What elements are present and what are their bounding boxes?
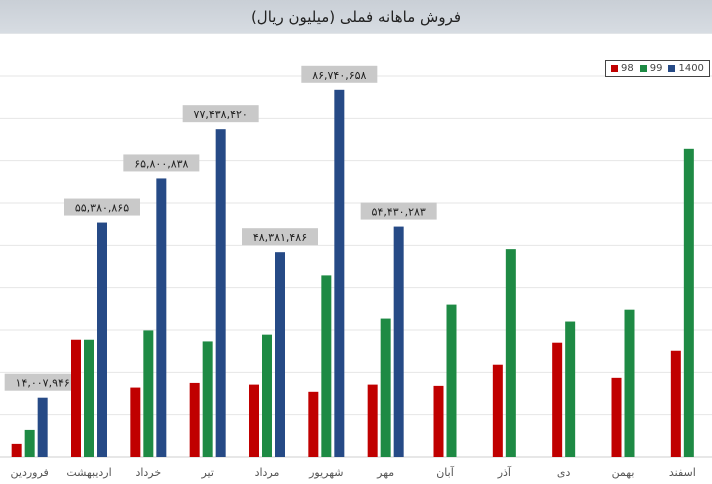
data-label-box: [301, 65, 378, 83]
data-label: ۵۵,۳۸۰,۸۶۵: [75, 202, 129, 215]
data-label: ۱۴,۰۰۷,۹۴۶: [16, 377, 70, 390]
data-label: ۶۵,۸۰۰,۸۳۸: [134, 157, 188, 170]
legend-item-1400: 1400: [668, 63, 704, 74]
data-label-box: [242, 228, 318, 246]
data-label: ۷۷,۴۳۸,۴۲۰: [194, 108, 248, 121]
x-tick-label: فروردین: [11, 466, 49, 479]
legend: 98 99 1400: [605, 60, 710, 77]
x-tick-label: آبان: [436, 465, 454, 479]
bar-99: [321, 275, 332, 457]
legend-item-98: 98: [611, 63, 634, 74]
x-tick-label: دی: [557, 466, 571, 479]
chart-title: فروش ماهانه فملی (میلیون ریال): [0, 0, 712, 34]
data-label: ۴۸,۳۸۱,۴۸۶: [253, 231, 307, 244]
bar-98: [367, 384, 378, 457]
x-tick-label: خرداد: [135, 466, 161, 479]
data-label: ۸۶,۷۴۰,۶۵۸: [312, 69, 366, 82]
data-label: ۵۴,۴۳۰,۲۸۳: [372, 206, 426, 219]
legend-label: 1400: [678, 63, 704, 74]
bar-1400: [334, 89, 345, 457]
bar-1400: [215, 129, 226, 457]
data-label-box: [4, 373, 81, 391]
data-label-box: [360, 202, 437, 220]
bar-99: [24, 429, 35, 457]
bar-98: [433, 385, 444, 457]
bar-99: [565, 321, 576, 457]
x-tick-label: تیر: [200, 466, 213, 479]
x-tick-label: اردیبهشت: [66, 466, 111, 479]
legend-swatch: [668, 65, 676, 72]
legend-swatch: [611, 65, 618, 72]
bar-99: [446, 304, 457, 457]
x-tick-label: شهریور: [308, 466, 343, 479]
bar-99: [683, 148, 694, 457]
bar-1400: [156, 178, 167, 457]
legend-item-99: 99: [639, 63, 663, 74]
data-label-box: [182, 105, 259, 123]
bar-99: [202, 341, 213, 457]
bar-99: [624, 309, 635, 457]
data-label-box: [64, 198, 140, 216]
bar-98: [11, 443, 22, 457]
x-tick-label: آذر: [497, 465, 512, 479]
bar-98: [611, 377, 622, 457]
bar-98: [552, 342, 563, 457]
bar-99: [262, 334, 272, 457]
legend-label: 99: [649, 63, 663, 74]
bar-1400: [37, 397, 48, 457]
bar-98: [130, 387, 141, 457]
bar-1400: [393, 226, 404, 457]
bar-98: [71, 339, 81, 457]
bar-98: [189, 382, 200, 457]
bar-98: [670, 350, 681, 457]
x-tick-label: مرداد: [255, 466, 280, 479]
x-tick-label: اسفند: [669, 466, 696, 479]
x-tick-label: مهر: [376, 466, 394, 479]
bar-1400: [275, 252, 285, 457]
bar-99: [380, 318, 391, 457]
bar-99: [143, 330, 154, 457]
legend-label: 98: [621, 63, 634, 74]
bar-98: [308, 391, 319, 457]
legend-swatch: [639, 65, 647, 72]
bar-99: [84, 339, 94, 457]
bar-99: [505, 249, 516, 457]
bar-98: [249, 384, 259, 457]
bar-1400: [97, 222, 107, 457]
data-label-box: [123, 154, 200, 172]
x-tick-label: بهمن: [612, 466, 635, 479]
bar-98: [492, 364, 503, 457]
